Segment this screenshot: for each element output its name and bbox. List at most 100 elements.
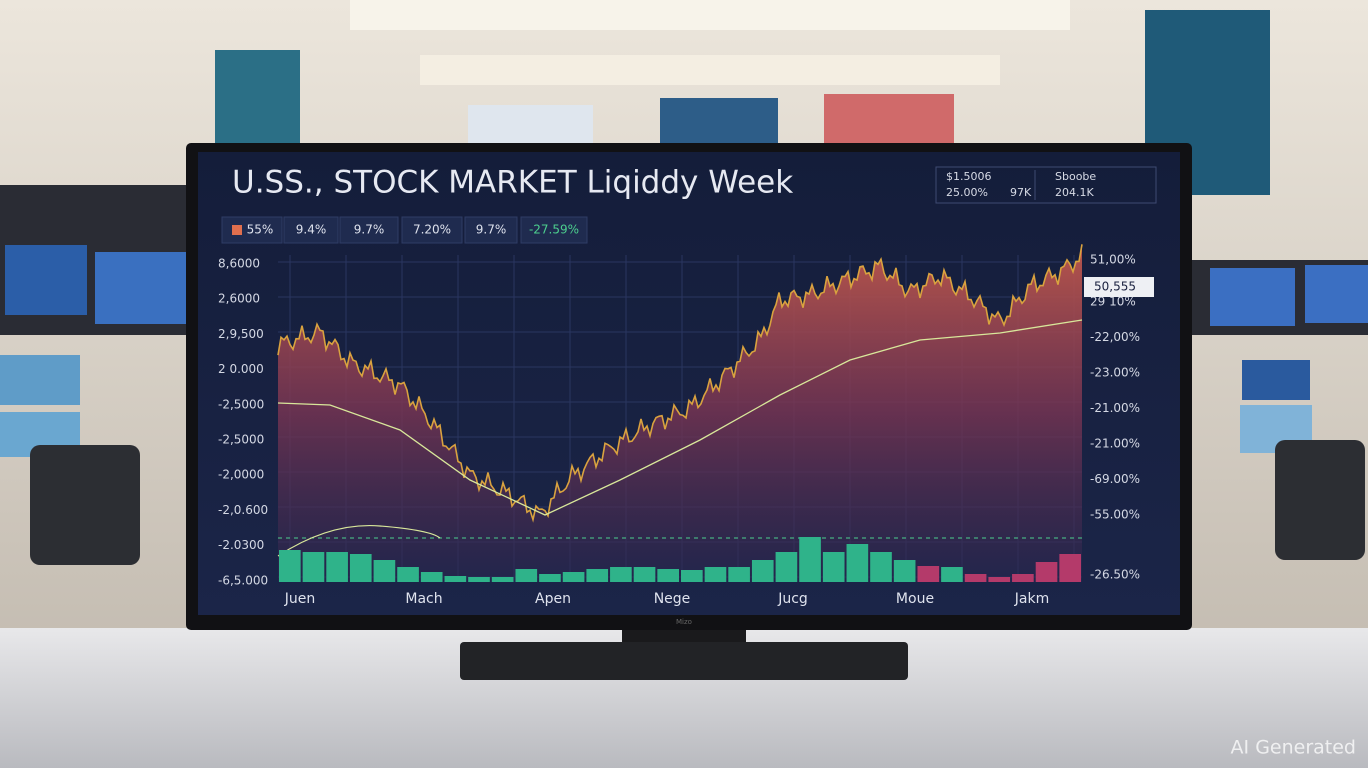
chip-label: 55% xyxy=(247,223,274,237)
chip-label: 9.7% xyxy=(354,223,385,237)
volume-bar xyxy=(893,560,916,582)
volume-bar xyxy=(444,576,467,582)
volume-bar xyxy=(515,569,538,582)
screen-title: U.SS., STOCK MARKET Liqiddy Week xyxy=(232,165,793,201)
oscillator xyxy=(277,524,441,557)
x-axis-label: Nege xyxy=(654,591,691,607)
volume-bar xyxy=(917,566,940,582)
wall-screen xyxy=(215,50,300,145)
stand-base xyxy=(460,642,908,680)
right-axis-label: -55.00% xyxy=(1090,508,1140,522)
volume-bar xyxy=(681,570,703,582)
left-axis-label: -2,5000 xyxy=(218,433,264,447)
volume-bar xyxy=(751,560,774,582)
volume-bar xyxy=(302,552,325,582)
chip-label: 7.20% xyxy=(413,223,451,237)
volume-bar xyxy=(491,577,514,582)
left-axis-label: 2 0.000 xyxy=(218,362,264,376)
moving-average xyxy=(277,319,1083,516)
x-axis-label: Apen xyxy=(535,591,571,607)
volume-bar xyxy=(704,567,727,582)
left-monitor xyxy=(5,245,87,315)
left-monitor xyxy=(0,355,80,405)
volume-bar xyxy=(562,572,585,582)
right-axis-label: -26.50% xyxy=(1090,568,1140,582)
watermark: AI Generated xyxy=(1231,737,1356,759)
volume-bar xyxy=(279,550,301,582)
volume-bar xyxy=(846,544,869,582)
chair xyxy=(30,445,140,565)
volume-bar xyxy=(420,572,443,582)
x-axis-label: Jucg xyxy=(777,591,808,607)
price-area xyxy=(278,244,1082,583)
x-axis-label: Juen xyxy=(284,591,316,607)
chip xyxy=(283,216,339,244)
right-axis-label: -23.00% xyxy=(1090,366,1140,380)
chip-icon xyxy=(232,225,242,235)
right-axis-label: 51,00% xyxy=(1090,253,1136,267)
volume-bar xyxy=(1059,554,1081,582)
right-monitor xyxy=(1305,265,1368,323)
chip xyxy=(464,216,518,244)
right-axis-label: -69.00% xyxy=(1090,472,1140,486)
info-value: 97K xyxy=(1010,186,1032,199)
chips: 55% 9.4% 9.7% 7.20% 9.7% -27.59% xyxy=(221,216,588,244)
x-axis-label: Jakm xyxy=(1014,591,1049,607)
chip-label: 9.4% xyxy=(296,223,327,237)
ceiling-light xyxy=(350,0,1070,30)
chart: 8,6000 2,6000 2,9,500 2 0.000 -2,5000 -2,5000… xyxy=(218,244,1154,607)
volume-bar xyxy=(822,552,845,582)
info-value: 25.00% xyxy=(946,186,988,199)
right-axis-label: -22,00% xyxy=(1090,330,1140,344)
x-axis-label: Moue xyxy=(896,591,934,607)
info-value: $1.5006 xyxy=(946,170,992,183)
wall-screen xyxy=(824,94,954,146)
volume-bar xyxy=(373,560,396,582)
price-tag-box xyxy=(1084,277,1154,297)
chip xyxy=(339,216,399,244)
chip-label: 9.7% xyxy=(476,223,507,237)
left-axis-label: -2.0300 xyxy=(218,538,264,552)
wall-screen xyxy=(660,98,778,146)
chip xyxy=(401,216,463,244)
price-line xyxy=(277,244,1083,523)
chip xyxy=(520,216,588,244)
volume-bar xyxy=(941,567,963,582)
volume-bar xyxy=(964,574,987,582)
chip-label: -27.59% xyxy=(529,223,579,237)
right-axis-label: 29 10% xyxy=(1090,295,1136,309)
x-axis-label: Mach xyxy=(405,591,442,607)
right-monitor xyxy=(1210,268,1295,326)
left-axis-label: -6,5.000 xyxy=(218,573,268,587)
volume-bar xyxy=(468,577,490,582)
volume-bar xyxy=(1035,562,1058,582)
volume-bar xyxy=(728,567,750,582)
right-axis-label: -21.00% xyxy=(1090,401,1140,415)
volume-bar xyxy=(870,552,892,582)
info-box xyxy=(935,166,1157,204)
volume-bar xyxy=(775,552,798,582)
right-monitor xyxy=(1242,360,1310,400)
volume-bar xyxy=(539,574,561,582)
volume-bar xyxy=(397,567,419,582)
volume-bar xyxy=(633,567,656,582)
left-axis-label: 2,6000 xyxy=(218,292,260,306)
volume-bar xyxy=(1012,574,1034,582)
volume-bar xyxy=(586,569,609,582)
monitor-brand: Mizo xyxy=(676,618,692,626)
volume-bar xyxy=(349,554,372,582)
wall-screen xyxy=(468,105,593,145)
volume-bar xyxy=(988,577,1011,582)
price-tag: 50,555 xyxy=(1094,280,1136,294)
volume-bar xyxy=(799,537,821,582)
info-value: Sboobe xyxy=(1055,170,1096,183)
info-value: 204.1K xyxy=(1055,186,1094,199)
left-monitor xyxy=(95,252,190,324)
left-axis-label: -2,5000 xyxy=(218,397,264,411)
left-axis-label: -2,0000 xyxy=(218,468,264,482)
volume-bar xyxy=(657,569,679,582)
left-axis-label: -2,0.600 xyxy=(218,503,268,517)
volume-bar xyxy=(326,552,348,582)
